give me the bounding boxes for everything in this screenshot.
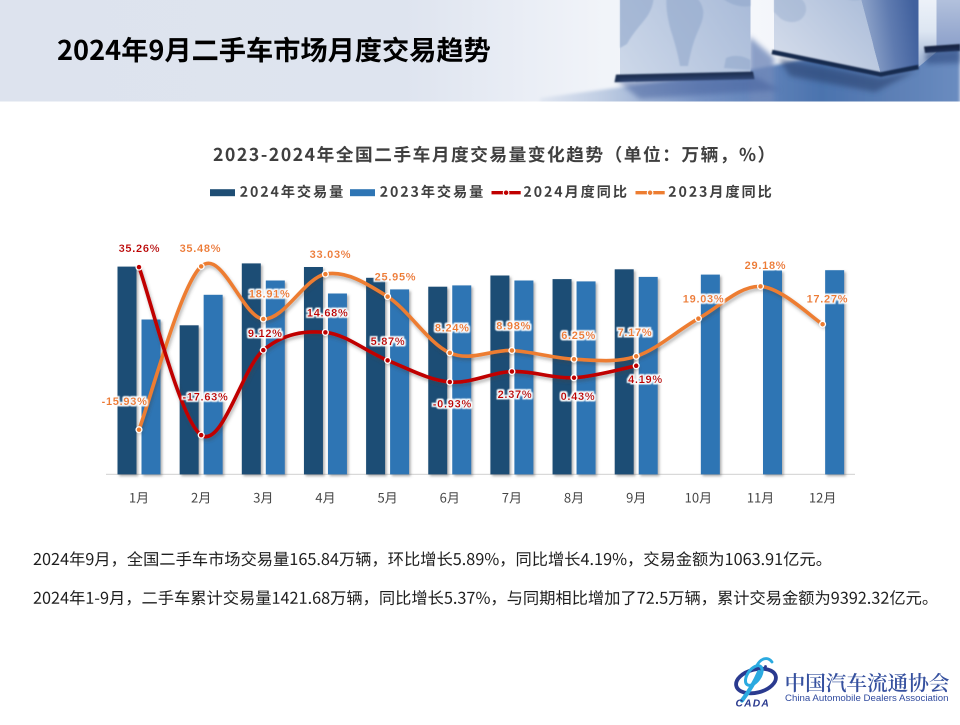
svg-text:6.25%: 6.25% [561,330,596,342]
svg-text:4.19%: 4.19% [628,374,663,386]
svg-text:7.17%: 7.17% [618,327,653,339]
svg-text:25.95%: 25.95% [375,272,417,284]
svg-text:-17.63%: -17.63% [182,392,228,404]
svg-text:18.91%: 18.91% [249,289,291,301]
svg-text:14.68%: 14.68% [307,308,349,320]
svg-text:8.24%: 8.24% [435,323,470,335]
svg-text:33.03%: 33.03% [310,249,352,261]
svg-text:China Automobile Dealers Assoc: China Automobile Dealers Association [785,693,949,704]
svg-text:0.43%: 0.43% [561,391,596,403]
svg-text:17.27%: 17.27% [807,294,849,306]
svg-text:8.98%: 8.98% [496,321,531,333]
svg-text:CADA: CADA [736,699,771,710]
svg-text:2.37%: 2.37% [498,389,533,401]
svg-text:5.87%: 5.87% [371,336,406,348]
svg-text:29.18%: 29.18% [745,260,787,272]
svg-text:19.03%: 19.03% [683,294,725,306]
svg-text:-15.93%: -15.93% [102,396,148,408]
svg-text:35.26%: 35.26% [119,243,161,255]
svg-text:9.12%: 9.12% [248,328,283,340]
svg-text:35.48%: 35.48% [180,243,222,255]
svg-text:-0.93%: -0.93% [433,399,472,411]
